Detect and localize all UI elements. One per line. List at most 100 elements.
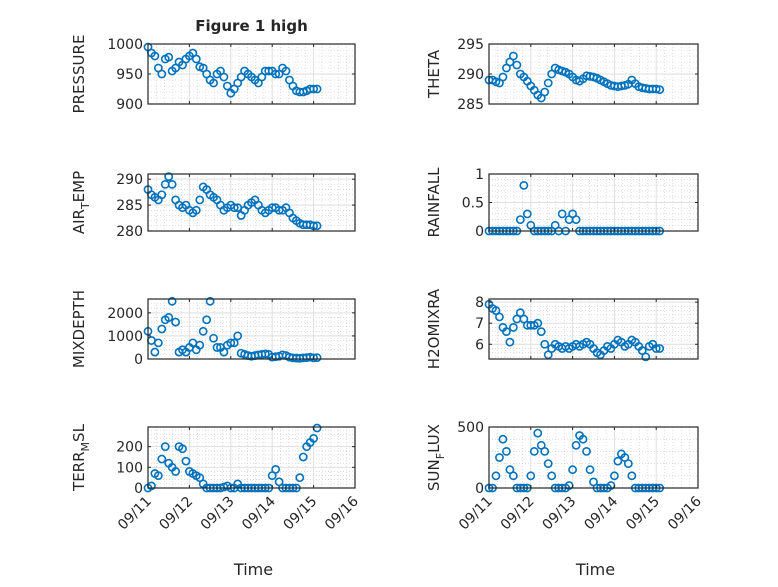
data-point	[229, 338, 239, 348]
y-tick-label: 500	[457, 420, 484, 436]
data-point	[578, 434, 588, 444]
y-tick-label: 200	[116, 440, 143, 456]
data-point	[191, 54, 201, 64]
data-point	[271, 69, 281, 79]
data-point	[260, 349, 270, 359]
data-point	[540, 446, 550, 456]
data-point	[512, 60, 522, 70]
y-tick-label: 285	[457, 97, 484, 113]
x-tick-label: 09/13	[540, 494, 580, 534]
data-point	[585, 465, 595, 475]
axes-background	[148, 299, 355, 359]
data-point	[219, 72, 229, 82]
x-tick-label: 09/14	[239, 493, 279, 533]
y-axis-label: MIXDEPTH	[70, 290, 88, 368]
data-point	[568, 465, 577, 475]
y-tick-label: 900	[116, 97, 143, 113]
y-tick-label: 7	[475, 316, 484, 332]
subplot-h2omixra: 6 7 8 H2OMIXRA	[425, 288, 699, 369]
data-point	[536, 327, 546, 337]
subplot-air-temp: 280 285 290 AIRTEMP	[70, 171, 356, 240]
data-point	[157, 454, 167, 464]
y-axis-label: PRESSURE	[70, 35, 88, 114]
data-point	[613, 456, 623, 466]
y-tick-label: 285	[116, 198, 143, 214]
y-tick-label: 1000	[107, 329, 143, 345]
data-point	[309, 433, 318, 443]
data-point	[164, 313, 174, 322]
data-point	[519, 180, 529, 190]
data-point	[502, 446, 511, 456]
data-point	[219, 347, 229, 357]
subplot-pressure: 900 950 1000 PRESSURE Figure 1 high	[70, 17, 356, 114]
axes-box	[488, 298, 699, 360]
y-tick-label: 1000	[107, 37, 143, 53]
data-point	[519, 314, 529, 324]
x-tick-label: 09/13	[198, 494, 238, 534]
y-axis-label: SUNFLUX	[425, 424, 447, 491]
data-point	[543, 350, 553, 360]
data-point	[157, 324, 167, 334]
y-tick-label: 6	[475, 337, 484, 353]
data-point	[171, 467, 180, 476]
y-tick-label: 0	[475, 481, 484, 497]
data-point	[312, 221, 322, 231]
data-point	[508, 51, 518, 61]
data-point	[205, 296, 215, 306]
data-point	[167, 296, 177, 306]
data-point	[495, 312, 504, 322]
data-point	[281, 66, 291, 76]
data-point	[508, 471, 518, 481]
data-point	[529, 446, 539, 456]
data-point	[229, 203, 239, 213]
x-tick-label: 09/12	[156, 494, 196, 534]
subplot-terr-msl: 09/11 09/12 09/13 09/14 09/15 09/16 0 100 200 TER…	[70, 423, 362, 579]
data-point	[167, 179, 177, 189]
y-tick-label: 950	[116, 67, 143, 83]
data-point	[212, 343, 222, 352]
data-point	[178, 444, 187, 454]
subplot-mixdepth: 0 1000 2000 MIXDEPTH	[70, 290, 356, 368]
data-point	[655, 344, 665, 353]
y-tick-label: 1	[475, 167, 484, 183]
data-point	[150, 347, 160, 357]
data-point	[547, 471, 557, 481]
data-point	[153, 338, 163, 348]
data-point	[533, 318, 543, 328]
data-point	[610, 471, 619, 481]
y-axis-label: AIRTEMP	[70, 171, 92, 234]
y-tick-label: 100	[116, 460, 143, 476]
data-point	[655, 85, 665, 94]
data-point	[209, 78, 218, 88]
data-point	[309, 84, 318, 94]
y-tick-label: 2000	[107, 306, 143, 322]
x-tick-label: 09/16	[322, 493, 362, 533]
y-tick-label: 0	[134, 481, 143, 497]
data-point	[637, 346, 647, 355]
data-point	[195, 340, 205, 350]
data-point	[641, 352, 651, 362]
data-point	[582, 446, 591, 456]
x-tick-label: 09/14	[581, 493, 621, 533]
data-point	[157, 69, 167, 79]
x-tick-label: 09/16	[665, 493, 705, 533]
data-point	[264, 66, 274, 76]
data-point	[557, 209, 567, 219]
data-point	[202, 315, 212, 325]
x-tick-label: 09/15	[623, 494, 663, 534]
data-point	[491, 306, 501, 315]
data-point	[526, 471, 536, 481]
subplot-theta: 285 290 295 THETA	[425, 37, 699, 113]
data-point	[540, 339, 550, 349]
data-point	[502, 327, 511, 337]
data-point	[160, 442, 170, 452]
axes-box	[147, 173, 356, 232]
data-point	[623, 459, 633, 468]
axes-box	[147, 298, 356, 360]
data-point	[233, 331, 243, 341]
data-point	[498, 434, 508, 444]
y-axis-label: H2OMIXRA	[425, 288, 443, 369]
data-point	[295, 473, 305, 483]
y-tick-label: 295	[457, 37, 484, 53]
